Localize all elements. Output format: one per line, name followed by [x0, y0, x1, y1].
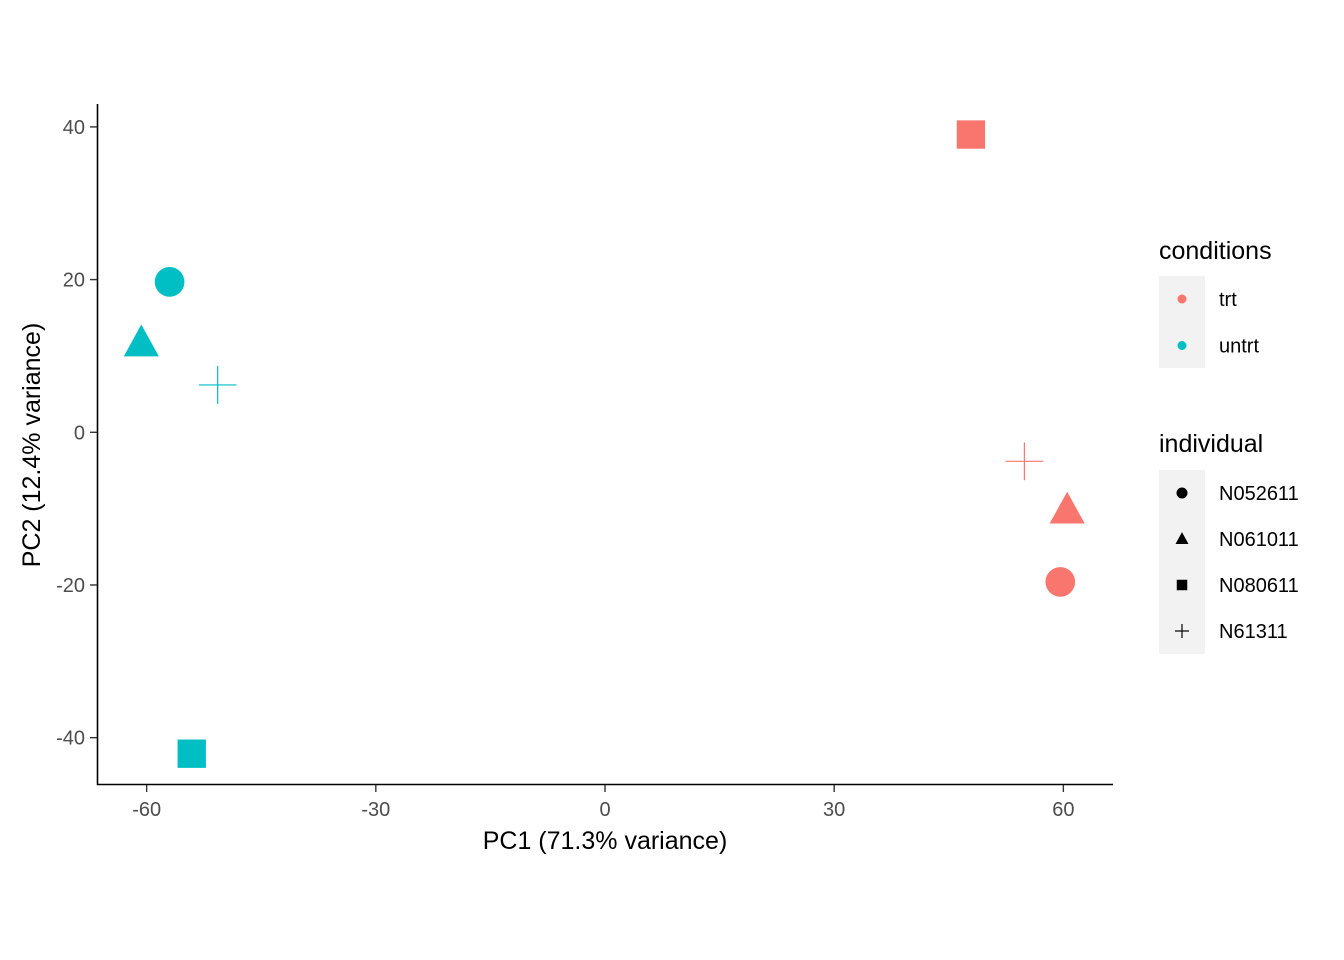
data-point-trt-n080611 [956, 120, 986, 149]
y-tick-label: 40 [63, 117, 85, 139]
legend-label-untrt: untrt [1219, 336, 1259, 358]
legend-individual: individual N052611 N061011 N080611 N61311 [1159, 430, 1299, 654]
legend-label-n061011: N061011 [1219, 529, 1299, 551]
legend-key-n61311 [1175, 624, 1189, 638]
data-point-trt-n061011 [1049, 491, 1085, 524]
legend-label-n61311: N61311 [1219, 621, 1288, 643]
legend-key-n061011 [1175, 532, 1189, 544]
legend-key-n080611 [1176, 579, 1188, 591]
plot-panel: -60 -30 0 30 60 -40 -20 0 20 40 [56, 104, 1113, 821]
x-axis-title: PC1 (71.3% variance) [483, 827, 728, 855]
legend-individual-key-bg [1159, 470, 1205, 654]
y-tick-label: -20 [56, 575, 85, 597]
y-tick-label: 0 [74, 422, 85, 444]
legend-conditions-items: trt untrt [1177, 289, 1259, 358]
legend-conditions: conditions trt untrt [1159, 237, 1272, 368]
data-point-untrt-n061011 [123, 324, 159, 357]
legend-key-n052611 [1176, 487, 1188, 499]
data-points [123, 120, 1085, 768]
legend-key-trt [1177, 294, 1187, 304]
x-tick-label: 0 [599, 799, 610, 821]
y-axis-title: PC2 (12.4% variance) [18, 323, 46, 568]
legend-label-trt: trt [1219, 289, 1237, 311]
data-point-trt-n61311 [1005, 442, 1044, 481]
x-tick-label: 60 [1052, 799, 1074, 821]
data-point-untrt-n61311 [198, 366, 237, 404]
legend-conditions-key-bg [1159, 276, 1205, 368]
data-point-trt-n052611 [1045, 567, 1076, 597]
x-tick-label: -30 [361, 799, 390, 821]
legend-conditions-title: conditions [1159, 237, 1272, 265]
legend-key-untrt [1177, 341, 1187, 350]
y-tick-label: -40 [56, 728, 85, 750]
x-tick-label: -60 [132, 799, 161, 821]
x-axis-ticks: -60 -30 0 30 60 [132, 785, 1074, 821]
data-point-untrt-n080611 [177, 739, 206, 768]
data-point-untrt-n052611 [154, 267, 185, 297]
legend-label-n052611: N052611 [1219, 483, 1299, 505]
legend-individual-title: individual [1159, 430, 1263, 458]
x-tick-label: 30 [823, 799, 845, 821]
legend-label-n080611: N080611 [1219, 575, 1299, 597]
legend-individual-items: N052611 N061011 N080611 N61311 [1175, 483, 1299, 643]
y-tick-label: 20 [63, 270, 85, 292]
y-axis-ticks: -40 -20 0 20 40 [56, 117, 97, 750]
